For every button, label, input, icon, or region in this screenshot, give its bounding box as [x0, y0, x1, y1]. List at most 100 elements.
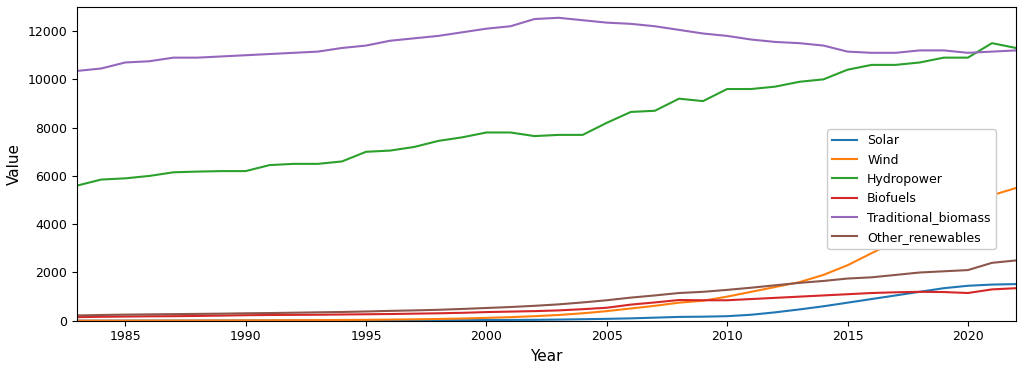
- Biofuels: [432, 311, 444, 315]
- Wind: [168, 318, 180, 323]
- Wind: [721, 295, 733, 299]
- Solar: [649, 315, 661, 320]
- Hydropower: [168, 170, 180, 174]
- Traditional_biomass: [143, 59, 155, 63]
- Solar: [986, 282, 998, 287]
- Biofuels: [673, 298, 685, 302]
- Solar: [360, 318, 372, 323]
- Other_renewables: [577, 300, 589, 305]
- Hydropower: [432, 139, 444, 143]
- Solar: [95, 318, 107, 323]
- Other_renewables: [721, 288, 733, 292]
- Traditional_biomass: [865, 50, 878, 55]
- Biofuels: [287, 313, 300, 317]
- Traditional_biomass: [216, 54, 228, 59]
- Hydropower: [336, 159, 348, 164]
- Hydropower: [119, 176, 131, 181]
- Hydropower: [890, 63, 902, 67]
- Hydropower: [721, 87, 733, 91]
- Traditional_biomass: [312, 49, 324, 54]
- Traditional_biomass: [168, 55, 180, 60]
- Solar: [119, 318, 131, 323]
- Biofuels: [312, 312, 324, 317]
- Hydropower: [601, 121, 613, 125]
- Traditional_biomass: [817, 43, 830, 48]
- Other_renewables: [986, 260, 998, 265]
- Solar: [601, 316, 613, 321]
- Biofuels: [601, 305, 613, 310]
- Traditional_biomass: [71, 69, 83, 73]
- Solar: [865, 297, 878, 301]
- Hydropower: [143, 174, 155, 178]
- Biofuels: [817, 293, 830, 298]
- Solar: [1010, 282, 1022, 286]
- Wind: [769, 285, 782, 289]
- Other_renewables: [287, 311, 300, 315]
- Biofuels: [986, 287, 998, 292]
- Hydropower: [577, 133, 589, 137]
- Hydropower: [504, 130, 517, 135]
- Line: Traditional_biomass: Traditional_biomass: [77, 18, 1016, 71]
- Other_renewables: [625, 295, 637, 300]
- Other_renewables: [745, 285, 757, 290]
- Traditional_biomass: [432, 34, 444, 38]
- Wind: [336, 318, 348, 322]
- Other_renewables: [938, 269, 950, 273]
- Wind: [890, 239, 902, 243]
- Wind: [577, 311, 589, 315]
- Hydropower: [360, 150, 372, 154]
- Other_renewables: [480, 306, 492, 310]
- Wind: [408, 317, 420, 322]
- Wind: [529, 314, 541, 318]
- Biofuels: [529, 309, 541, 313]
- Traditional_biomass: [552, 16, 565, 20]
- Biofuels: [360, 312, 372, 316]
- Hydropower: [264, 163, 276, 167]
- Hydropower: [769, 84, 782, 89]
- Other_renewables: [793, 280, 805, 285]
- Biofuels: [480, 310, 492, 314]
- Wind: [95, 318, 107, 323]
- Traditional_biomass: [601, 20, 613, 25]
- Wind: [216, 318, 228, 323]
- Other_renewables: [384, 309, 396, 313]
- Biofuels: [745, 297, 757, 301]
- Other_renewables: [264, 311, 276, 315]
- Hydropower: [745, 87, 757, 91]
- Other_renewables: [71, 313, 83, 318]
- Hydropower: [239, 169, 252, 173]
- Biofuels: [143, 314, 155, 319]
- Wind: [865, 251, 878, 255]
- Traditional_biomass: [264, 52, 276, 56]
- Biofuels: [264, 313, 276, 317]
- Biofuels: [95, 315, 107, 319]
- Hydropower: [312, 162, 324, 166]
- Other_renewables: [529, 303, 541, 308]
- Other_renewables: [239, 311, 252, 315]
- Other_renewables: [504, 305, 517, 309]
- Hydropower: [986, 41, 998, 45]
- Solar: [793, 307, 805, 312]
- Other_renewables: [336, 310, 348, 314]
- Solar: [312, 318, 324, 323]
- Hydropower: [697, 99, 709, 103]
- Solar: [938, 286, 950, 290]
- Biofuels: [1010, 286, 1022, 290]
- Traditional_biomass: [287, 50, 300, 55]
- Wind: [312, 318, 324, 322]
- Other_renewables: [890, 273, 902, 277]
- Traditional_biomass: [191, 55, 204, 60]
- Hydropower: [649, 109, 661, 113]
- Hydropower: [841, 68, 853, 72]
- Solar: [71, 318, 83, 323]
- Traditional_biomass: [336, 46, 348, 50]
- Other_renewables: [769, 283, 782, 288]
- Legend: Solar, Wind, Hydropower, Biofuels, Traditional_biomass, Other_renewables: Solar, Wind, Hydropower, Biofuels, Tradi…: [828, 129, 995, 249]
- Traditional_biomass: [625, 22, 637, 26]
- Biofuels: [168, 314, 180, 318]
- Solar: [191, 318, 204, 323]
- Biofuels: [216, 313, 228, 318]
- Solar: [697, 315, 709, 319]
- Biofuels: [938, 290, 950, 294]
- Solar: [480, 318, 492, 322]
